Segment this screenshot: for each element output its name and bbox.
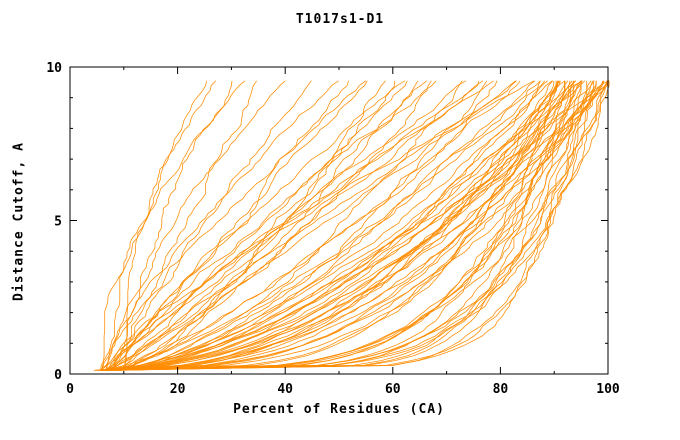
model-curve: [101, 80, 609, 371]
model-curve: [96, 80, 561, 371]
model-curve: [109, 80, 517, 371]
model-curve: [124, 80, 208, 371]
model-curve: [106, 80, 516, 371]
model-curve: [115, 80, 608, 371]
model-curve: [100, 80, 610, 371]
model-curve: [112, 80, 437, 371]
plot-frame: [69, 66, 609, 375]
model-curve: [98, 80, 583, 371]
x-tick-label: 60: [385, 382, 401, 397]
model-curve: [102, 80, 597, 371]
model-curve: [100, 80, 566, 371]
model-curve: [120, 80, 605, 371]
model-curve: [108, 80, 582, 371]
model-curve: [99, 80, 535, 371]
model-curve: [113, 80, 576, 371]
x-tick-label: 80: [493, 382, 509, 397]
model-curve: [103, 80, 427, 371]
model-curve: [101, 80, 339, 371]
model-curve: [118, 80, 408, 371]
model-curve: [101, 80, 582, 371]
x-tick-label: 100: [596, 382, 620, 397]
model-curve: [97, 80, 603, 371]
model-curve: [110, 80, 368, 371]
model-curve: [110, 80, 419, 371]
x-tick-label: 0: [66, 382, 74, 397]
model-curve: [101, 80, 546, 371]
chart-title: T1017s1-D1: [295, 12, 385, 27]
model-curve: [114, 80, 565, 371]
model-curve: [114, 80, 386, 371]
model-curve: [111, 80, 548, 371]
model-curve: [114, 80, 609, 371]
model-curve: [100, 80, 367, 371]
x-axis-title: Percent of Residues (CA): [233, 402, 445, 417]
model-curve: [104, 80, 349, 371]
model-curve: [113, 80, 233, 371]
model-curve: [101, 80, 557, 371]
y-tick-label: 10: [46, 61, 62, 76]
model-curve: [107, 80, 574, 371]
model-curve: [105, 80, 592, 371]
model-curve: [115, 80, 610, 371]
model-curve: [113, 80, 575, 371]
model-curve: [105, 80, 286, 371]
model-curve: [108, 80, 406, 371]
model-curve: [117, 80, 541, 371]
y-tick-label: 5: [54, 215, 62, 230]
x-tick-label: 40: [277, 382, 293, 397]
model-curve: [105, 80, 484, 371]
model-curve: [116, 80, 582, 371]
model-curve: [112, 80, 604, 371]
model-curve: [104, 80, 467, 371]
model-curve: [113, 80, 498, 371]
model-curve: [95, 80, 583, 371]
model-curve: [120, 80, 432, 371]
model-curve: [113, 80, 553, 371]
model-curve: [120, 80, 258, 371]
model-curve: [102, 80, 609, 371]
y-tick-label: 0: [54, 368, 62, 383]
model-curve: [121, 80, 521, 371]
model-curve: [100, 80, 495, 371]
model-curve: [105, 80, 597, 371]
x-tick-label: 20: [170, 382, 186, 397]
model-curve: [105, 80, 463, 371]
model-curve: [116, 80, 571, 371]
model-curve: [108, 80, 569, 371]
model-curve: [110, 80, 312, 371]
model-curve: [105, 80, 216, 371]
model-curve: [107, 80, 553, 371]
model-curve: [116, 80, 595, 371]
model-curve: [115, 80, 558, 371]
